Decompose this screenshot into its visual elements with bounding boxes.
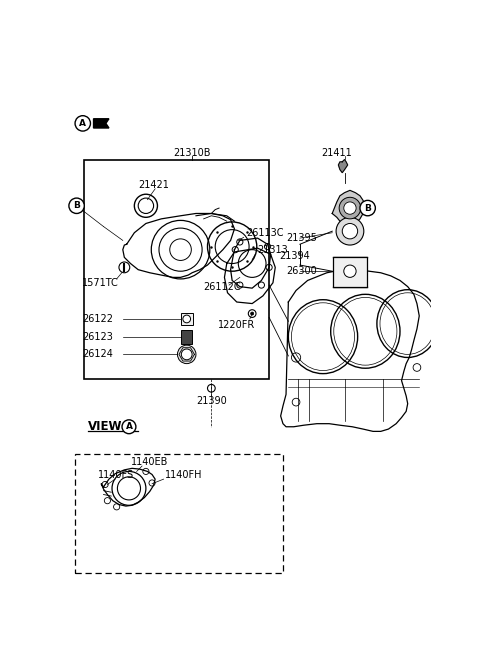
Circle shape <box>344 265 356 277</box>
Circle shape <box>181 349 192 359</box>
Text: 21394: 21394 <box>279 251 310 261</box>
Circle shape <box>344 202 356 215</box>
Circle shape <box>178 345 196 363</box>
Circle shape <box>339 197 361 219</box>
Circle shape <box>336 217 364 245</box>
Text: 1571TC: 1571TC <box>82 277 119 288</box>
Text: 21313: 21313 <box>258 245 288 255</box>
Text: 21390: 21390 <box>196 396 227 405</box>
Text: 26123: 26123 <box>82 333 113 342</box>
Text: 26112C: 26112C <box>204 281 241 292</box>
Text: 26113C: 26113C <box>246 228 284 237</box>
Text: A: A <box>79 119 86 128</box>
Text: 21395: 21395 <box>286 233 317 243</box>
Text: A: A <box>125 422 132 431</box>
Text: VIEW: VIEW <box>88 420 123 433</box>
Polygon shape <box>332 190 365 226</box>
Text: 21421: 21421 <box>138 180 169 190</box>
Text: 26124: 26124 <box>82 350 113 359</box>
Bar <box>84 159 269 379</box>
Bar <box>181 330 192 344</box>
Text: 21411: 21411 <box>322 148 352 157</box>
Text: 1140EB: 1140EB <box>131 457 168 467</box>
Circle shape <box>251 312 254 315</box>
Text: 1140FS: 1140FS <box>98 470 134 480</box>
Circle shape <box>360 200 375 216</box>
Bar <box>180 313 193 325</box>
Bar <box>75 454 283 573</box>
Bar <box>333 257 367 287</box>
Polygon shape <box>338 159 348 173</box>
Text: B: B <box>364 203 371 213</box>
Text: 26122: 26122 <box>82 314 113 324</box>
Polygon shape <box>94 119 109 128</box>
Circle shape <box>75 115 90 131</box>
Circle shape <box>119 262 130 273</box>
Circle shape <box>183 315 191 323</box>
Circle shape <box>122 420 136 434</box>
Text: 26300: 26300 <box>286 266 317 276</box>
Text: 1140FH: 1140FH <box>165 470 203 480</box>
Text: 1220FR: 1220FR <box>217 320 255 330</box>
Text: B: B <box>73 201 80 211</box>
Circle shape <box>69 198 84 213</box>
Text: 21310B: 21310B <box>173 148 211 157</box>
Circle shape <box>342 224 358 239</box>
